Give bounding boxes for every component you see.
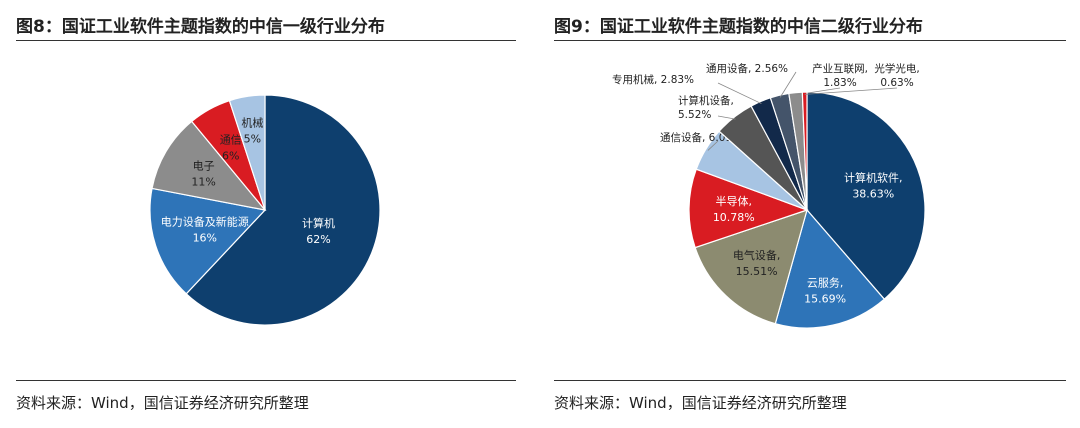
title-rule: [16, 40, 516, 41]
industry-l1-pie-chart: 计算机 62% 电力设备及新能源 16% 电子 11% 通信 6% 机械 5%: [149, 94, 381, 326]
slice-name-label: 电气设备,: [733, 248, 781, 262]
slice-name-label: 计算机: [302, 216, 335, 230]
slice-value-label: 11%: [191, 176, 215, 189]
slice-value-label: 16%: [193, 232, 217, 245]
pie-slice: [806, 91, 926, 301]
slice-value-label: 15.69%: [804, 293, 846, 306]
left-figure-panel: 图8：国证工业软件主题指数的中信一级行业分布 计算机 62% 电力设备及新能源 16%…: [16, 17, 516, 412]
leader-line: [717, 115, 736, 120]
slice-name-label: 通信: [220, 134, 242, 147]
slice-value-label: 38.63%: [852, 187, 894, 200]
pie-slice: [151, 120, 267, 211]
pie-slice: [228, 94, 266, 211]
slice-name-label: 计算机设备,: [678, 94, 734, 107]
pie-slice: [774, 208, 886, 329]
slice-value-label: 15.51%: [736, 265, 778, 278]
slice-value-label: 5%: [244, 133, 261, 146]
industry-l2-pie-chart: 计算机软件, 38.63% 云服务, 15.69% 电气设备, 15.51% 半导体, 10.…: [612, 62, 926, 329]
source-rule: [554, 380, 1066, 381]
slice-name-label: 电子: [193, 160, 215, 173]
source-rule: [16, 380, 516, 381]
slice-name-label: 通信设备, 6.01%: [660, 131, 742, 144]
figure-9-source: 资料来源：Wind，国信证券经济研究所整理: [554, 394, 847, 412]
slice-name-label: 产业互联网,: [812, 62, 868, 75]
slice-name-label: 计算机软件,: [844, 170, 903, 184]
title-rule: [554, 40, 1066, 41]
figure-9-title: 图9：国证工业软件主题指数的中信二级行业分布: [554, 17, 923, 37]
slice-name-label: 电力设备及新能源: [161, 215, 249, 229]
pie-slice: [149, 187, 267, 295]
pie-slice: [688, 168, 809, 249]
pie-slice: [801, 91, 808, 211]
right-figure-panel: 图9：国证工业软件主题指数的中信二级行业分布 计算机软件, 38.63% 云服务, 1…: [540, 0, 1080, 428]
slice-value-label: 5.52%: [678, 109, 711, 121]
leader-line: [779, 71, 797, 98]
figure-8-source: 资料来源：Wind，国信证券经济研究所整理: [16, 394, 309, 412]
slice-value-label: 10.78%: [713, 211, 755, 224]
pie-slice: [185, 94, 381, 326]
slice-value-label: 62%: [306, 233, 330, 246]
slice-name-label: 光学光电,: [874, 62, 919, 75]
slice-value-label: 1.83%: [823, 77, 856, 89]
slice-name-label: 云服务,: [807, 277, 844, 290]
slice-value-label: 6%: [222, 150, 239, 163]
leader-line: [707, 140, 719, 151]
slice-name-label: 通用设备, 2.56%: [706, 62, 788, 75]
slice-name-label: 机械: [241, 116, 263, 130]
slice-name-label: 专用机械, 2.83%: [612, 73, 694, 86]
leader-line: [717, 82, 762, 105]
figure-8-title: 图8：国证工业软件主题指数的中信一级行业分布: [16, 17, 385, 37]
leader-line: [804, 87, 898, 95]
slice-value-label: 0.63%: [880, 77, 913, 89]
slice-name-label: 半导体,: [716, 194, 753, 208]
